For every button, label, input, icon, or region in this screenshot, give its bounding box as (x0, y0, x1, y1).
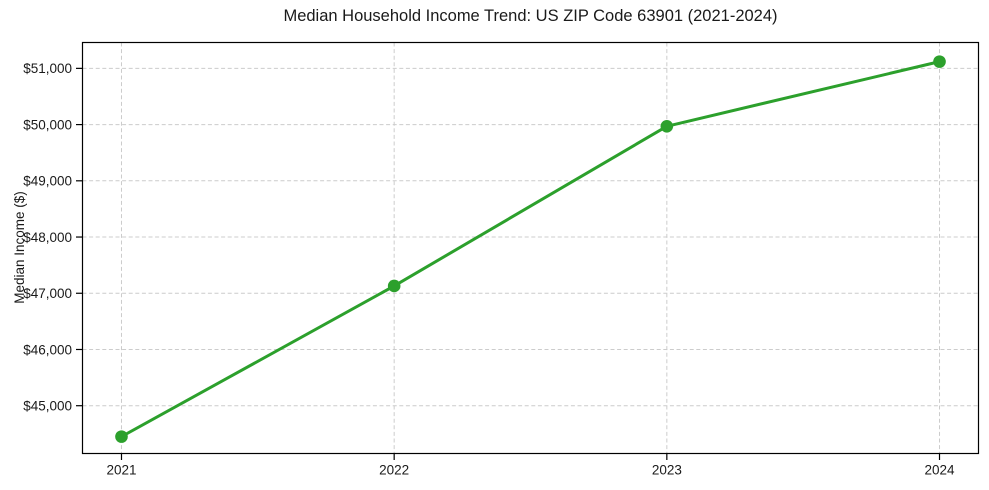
x-tick-label: 2023 (652, 463, 682, 478)
chart-title: Median Household Income Trend: US ZIP Co… (283, 7, 777, 25)
data-point (660, 119, 674, 133)
data-point (387, 279, 401, 293)
y-tick-label: $46,000 (23, 342, 72, 357)
x-tick-label: 2022 (379, 463, 409, 478)
y-tick-label: $49,000 (23, 174, 72, 189)
data-point (115, 430, 128, 443)
y-tick-label: $50,000 (23, 117, 72, 132)
y-tick-label: $48,000 (23, 230, 72, 245)
income-trend-line (119, 60, 942, 439)
y-tick-label: $47,000 (23, 286, 72, 301)
plot-area: $45,000 $46,000 $47,000 $48,000 $49,000 $50,0… (23, 41, 980, 478)
y-tick-label: $45,000 (23, 399, 72, 414)
data-point (933, 55, 946, 68)
plot-border (81, 41, 980, 455)
x-tick-label: 2021 (106, 463, 136, 478)
y-tick-label: $51,000 (23, 61, 72, 76)
y-axis-label: Median Income ($) (12, 191, 27, 304)
x-tick-label: 2024 (924, 463, 955, 478)
